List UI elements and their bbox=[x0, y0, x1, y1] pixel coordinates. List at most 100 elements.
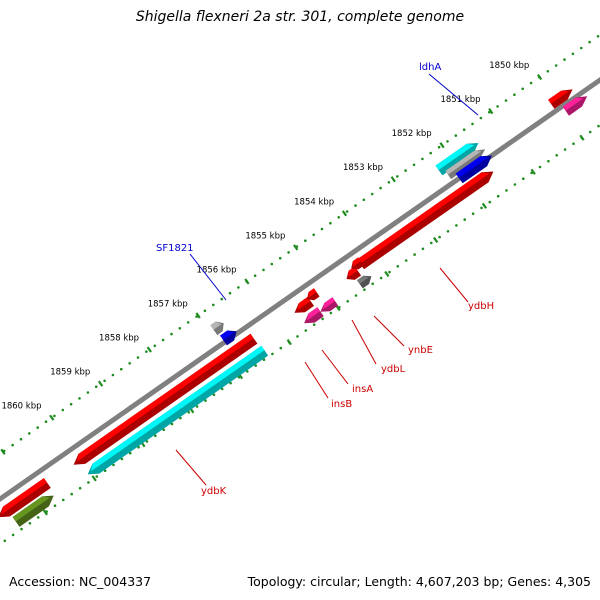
gene-ldhA-blue[interactable] bbox=[455, 155, 492, 184]
tick-dot-inner bbox=[522, 177, 525, 180]
gene-ldhA-cyan[interactable] bbox=[435, 143, 479, 176]
tick-dot-inner bbox=[538, 165, 542, 169]
tick-dot-outer bbox=[588, 40, 591, 44]
tick-dot-inner bbox=[597, 124, 600, 128]
tick-dot-inner bbox=[446, 230, 450, 233]
tick-dot-inner bbox=[329, 311, 333, 315]
tick-dot-inner bbox=[170, 422, 174, 426]
tick-dot-inner bbox=[312, 323, 316, 327]
tick-dot-inner bbox=[246, 370, 249, 373]
tick-dot-inner bbox=[430, 241, 433, 245]
gene-ydbH-highlight bbox=[357, 172, 490, 264]
tick-dot-outer bbox=[94, 385, 98, 389]
tick-dot-inner bbox=[421, 247, 425, 251]
tick-dot-inner bbox=[78, 486, 82, 490]
tick-dot-inner bbox=[95, 475, 99, 478]
tick-dot-inner bbox=[212, 393, 216, 397]
tick-dot-outer bbox=[312, 233, 316, 237]
gene-pink-topright[interactable] bbox=[562, 96, 588, 116]
gene-olive[interactable] bbox=[12, 495, 54, 527]
tick-dot-outer bbox=[546, 70, 550, 73]
gene-ldhA-gray-highlight bbox=[445, 150, 482, 175]
tick-dot-outer bbox=[228, 291, 232, 295]
tick-dot-outer bbox=[237, 286, 240, 289]
tick-dot-inner bbox=[3, 539, 7, 543]
tick-dot-inner bbox=[53, 504, 57, 508]
gene-ydbH[interactable] bbox=[357, 171, 494, 270]
topology-text: Topology: circular; Length: 4,607,203 bp… bbox=[247, 574, 591, 589]
tick-dot-outer bbox=[462, 128, 466, 131]
gene-ynbE-b-highlight bbox=[352, 257, 361, 267]
tick-dot-outer bbox=[563, 58, 566, 61]
tick-dot-inner bbox=[137, 446, 140, 449]
tick-dot-outer bbox=[387, 181, 391, 184]
tick-dot-outer bbox=[186, 321, 190, 324]
gene-label-insB: insB bbox=[331, 399, 352, 410]
tick-dot-outer bbox=[203, 309, 207, 313]
tick-dot-outer bbox=[379, 186, 382, 190]
major-tick bbox=[286, 339, 292, 346]
gene-label-ydbL: ydbL bbox=[381, 364, 406, 375]
tick-label: 1854 kbp bbox=[294, 197, 334, 207]
tick-dot-outer bbox=[580, 46, 583, 50]
tick-dot-inner bbox=[20, 527, 23, 531]
tick-dot-inner bbox=[455, 224, 458, 227]
tick-label: 1859 kbp bbox=[50, 368, 90, 378]
major-tick bbox=[439, 142, 445, 149]
tick-dot-inner bbox=[346, 300, 350, 303]
tick-dot-inner bbox=[513, 183, 517, 186]
major-tick bbox=[341, 210, 348, 217]
tick-dot-inner bbox=[70, 492, 73, 496]
gene-red-topright[interactable] bbox=[548, 89, 573, 109]
gene-label-ynbE: ynbE bbox=[408, 345, 433, 356]
gene-ydbK-cyan-highlight bbox=[91, 345, 265, 472]
gene-label-ydbK: ydbK bbox=[201, 486, 227, 497]
major-tick bbox=[0, 448, 6, 455]
gene-insA-red2-highlight bbox=[308, 288, 317, 298]
tick-dot-inner bbox=[296, 335, 299, 338]
tick-dot-outer bbox=[262, 268, 265, 272]
tick-dot-inner bbox=[229, 381, 232, 385]
gene-ldhA-gray[interactable] bbox=[445, 149, 486, 180]
tick-dot-inner bbox=[87, 481, 90, 484]
tick-dot-outer bbox=[178, 327, 182, 330]
tick-label: 1857 kbp bbox=[148, 300, 188, 310]
tick-dot-inner bbox=[187, 411, 191, 414]
tick-dot-inner bbox=[463, 218, 467, 221]
major-tick bbox=[293, 244, 299, 251]
major-tick bbox=[195, 312, 201, 319]
tick-dot-outer bbox=[111, 373, 115, 377]
tick-dot-outer bbox=[571, 52, 575, 56]
gene-red-topright-highlight bbox=[548, 90, 569, 104]
tick-dot-outer bbox=[136, 356, 140, 359]
tick-dot-outer bbox=[161, 338, 165, 342]
tick-dot-inner bbox=[547, 159, 550, 163]
tick-dot-outer bbox=[304, 239, 307, 242]
tick-dot-inner bbox=[28, 522, 32, 525]
tick-dot-outer bbox=[320, 227, 324, 231]
tick-dot-inner bbox=[388, 270, 391, 274]
tick-dot-outer bbox=[220, 297, 223, 301]
tick-dot-outer bbox=[61, 408, 65, 412]
tick-dot-inner bbox=[396, 265, 400, 268]
tick-dot-outer bbox=[11, 443, 14, 447]
tick-dot-inner bbox=[379, 276, 383, 280]
gene-insB-pink2-highlight bbox=[323, 297, 335, 310]
tick-dot-outer bbox=[521, 87, 524, 91]
tick-dot-outer bbox=[170, 332, 173, 336]
tick-dot-inner bbox=[588, 130, 592, 134]
major-tick bbox=[433, 236, 439, 244]
tick-dot-inner bbox=[62, 498, 65, 502]
tick-dot-inner bbox=[563, 148, 567, 151]
tick-dot-inner bbox=[162, 428, 165, 432]
major-tick bbox=[335, 304, 341, 312]
tick-dot-inner bbox=[195, 405, 199, 408]
major-tick bbox=[42, 509, 48, 516]
gene-ynbE-a-highlight bbox=[348, 266, 358, 277]
tick-dot-outer bbox=[354, 204, 357, 207]
gene-red-left-highlight bbox=[1, 478, 47, 515]
tick-dot-outer bbox=[471, 122, 474, 126]
tick-dot-inner bbox=[220, 387, 224, 391]
gene-ydbL-highlight bbox=[357, 275, 369, 284]
tick-dot-inner bbox=[496, 194, 500, 198]
